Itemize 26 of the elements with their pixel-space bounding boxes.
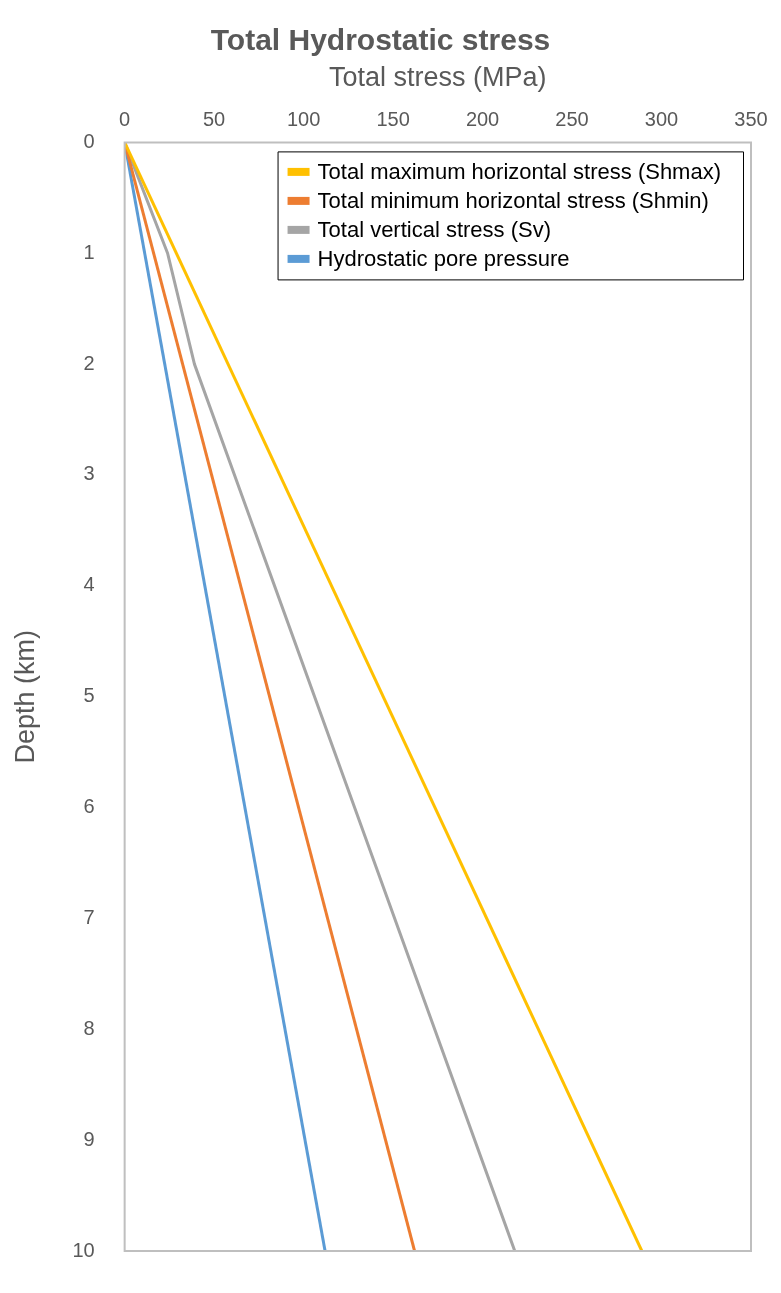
- legend-label: Total vertical stress (Sv): [317, 216, 552, 242]
- chart-title: Total Hydrostatic stress: [210, 23, 551, 57]
- y-tick-label: 8: [83, 1016, 95, 1039]
- y-tick-label: 6: [83, 795, 95, 818]
- x-axis-title: Total stress (MPa): [329, 61, 547, 92]
- y-tick-label: 9: [83, 1127, 95, 1150]
- x-tick-label: 200: [465, 107, 500, 130]
- x-tick-label: 0: [119, 107, 131, 130]
- x-tick-label: 100: [286, 107, 321, 130]
- y-tick-label: 0: [83, 129, 95, 152]
- y-tick-label: 10: [72, 1238, 95, 1261]
- y-axis-title: Depth (km): [9, 629, 40, 764]
- x-tick-label: 150: [376, 107, 410, 130]
- x-tick-label: 300: [644, 107, 679, 130]
- legend-label: Total minimum horizontal stress (Shmin): [317, 187, 709, 213]
- y-tick-label: 7: [83, 905, 95, 928]
- y-tick-label: 5: [83, 684, 95, 707]
- legend-label: Total maximum horizontal stress (Shmax): [317, 158, 722, 184]
- y-tick-label: 3: [83, 462, 95, 485]
- x-tick-label: 250: [555, 107, 589, 130]
- y-tick-label: 1: [83, 240, 95, 263]
- y-tick-label: 4: [83, 573, 95, 596]
- x-tick-label: 50: [203, 107, 226, 130]
- legend-label: Hydrostatic pore pressure: [317, 245, 570, 271]
- x-tick-label: 350: [734, 107, 768, 130]
- y-tick-label: 2: [83, 351, 95, 374]
